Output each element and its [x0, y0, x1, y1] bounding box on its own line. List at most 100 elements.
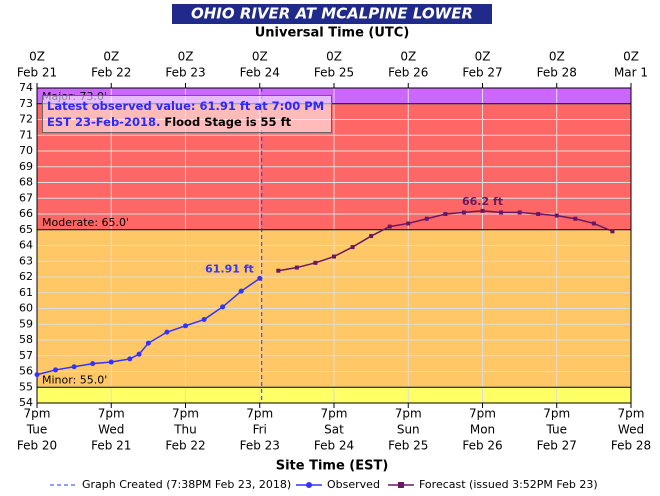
x-tick-label: Feb 28: [611, 439, 651, 453]
y-tick-label: 61: [19, 286, 33, 299]
x-tick-label: Mon: [470, 423, 495, 437]
point: [90, 361, 96, 367]
x2-tick-label: 0Z: [326, 50, 342, 64]
x2-tick-label: Feb 21: [17, 66, 57, 80]
legend-marker: [398, 482, 404, 488]
x-tick-label: Thu: [173, 423, 197, 437]
point: [332, 254, 336, 259]
x-tick-label: 7pm: [543, 407, 570, 421]
point: [350, 245, 355, 250]
legend-label: Observed: [327, 478, 380, 491]
point: [424, 216, 429, 221]
y-tick-label: 65: [19, 223, 33, 236]
x-tick-label: Feb 25: [388, 439, 428, 453]
point: [387, 224, 392, 229]
y-tick-label: 57: [19, 349, 33, 362]
point: [443, 212, 448, 216]
x2-tick-label: Feb 23: [165, 66, 205, 80]
point: [554, 213, 559, 218]
value-label: 66.2 ft: [462, 195, 503, 208]
note-flood: Flood Stage is 55 ft: [164, 115, 292, 129]
point: [480, 208, 485, 213]
y-tick-label: 63: [19, 254, 33, 267]
x-tick-label: 7pm: [618, 407, 645, 421]
legend-label: Forecast (issued 3:52PM Feb 23): [419, 478, 598, 491]
series-line: [36, 277, 261, 376]
y-tick-label: 67: [19, 191, 33, 204]
x-tick-label: Tue: [26, 423, 48, 437]
point: [108, 359, 114, 365]
y-tick-label: 66: [19, 207, 33, 220]
value-label: 61.91 ft: [205, 262, 254, 275]
plot-border: [36, 87, 632, 404]
x2-tick-label: 0Z: [623, 50, 639, 64]
point: [257, 275, 263, 281]
point: [573, 216, 578, 221]
point: [220, 304, 226, 310]
x-tick-label: Wed: [98, 423, 124, 437]
y-tick-label: 74: [19, 81, 33, 94]
y-tick-label: 55: [19, 380, 33, 393]
x2-tick-label: 0Z: [29, 50, 45, 64]
point: [536, 212, 541, 216]
y-tick-label: 64: [19, 239, 33, 252]
x-tick-label: 7pm: [321, 407, 348, 421]
point: [145, 340, 151, 346]
point: [127, 356, 133, 362]
legend-label: Graph Created (7:38PM Feb 23, 2018): [82, 478, 291, 491]
point: [499, 210, 504, 215]
x2-tick-label: Feb 24: [240, 66, 280, 80]
x-tick-label: Fri: [253, 423, 267, 437]
x2-tick-label: Feb 25: [314, 66, 354, 80]
x2-tick-label: 0Z: [549, 50, 565, 64]
x2-axis-title: Universal Time (UTC): [255, 26, 410, 41]
plot: 54 55 56 57 58 59 60 61 62 63 64 65 66 67 68 69 70 71 72 73…: [17, 50, 651, 453]
x2-tick-label: 0Z: [178, 50, 194, 64]
point: [183, 323, 188, 329]
point: [406, 221, 411, 226]
x-tick-label: 7pm: [395, 407, 422, 421]
point: [53, 367, 59, 373]
x2-tick-label: Feb 27: [462, 66, 502, 80]
flood-label: Minor: 55.0': [42, 373, 107, 386]
x-tick-label: Feb 20: [17, 439, 57, 453]
point: [276, 268, 281, 273]
x-tick-label: Sun: [397, 423, 420, 437]
x2-tick-label: Mar 1: [614, 66, 648, 80]
x2-tick-label: 0Z: [475, 50, 491, 64]
y-tick-label: 72: [19, 113, 33, 126]
point: [136, 351, 142, 357]
x2-tick-label: Feb 26: [388, 66, 428, 80]
chart-title: OHIO RIVER AT MCALPINE LOWER: [191, 5, 473, 23]
x-tick-label: 7pm: [469, 407, 496, 421]
x-tick-label: Sat: [324, 423, 344, 437]
y-tick-label: 69: [19, 160, 33, 173]
y-tick-label: 62: [19, 270, 33, 283]
y-tick-label: 58: [19, 333, 33, 346]
x-tick-label: Feb 27: [537, 439, 577, 453]
y-tick-label: 70: [19, 144, 33, 157]
x2-tick-label: 0Z: [400, 50, 416, 64]
x-tick-label: Wed: [618, 423, 644, 437]
point: [294, 265, 299, 270]
x2-tick-label: Feb 22: [91, 66, 131, 80]
point: [238, 288, 244, 294]
y-tick-label: 60: [19, 302, 33, 315]
x2-tick-label: 0Z: [252, 50, 268, 64]
x-tick-label: 7pm: [246, 407, 273, 421]
title-bar: [172, 4, 492, 24]
point: [461, 210, 466, 215]
point: [164, 329, 170, 335]
x-tick-label: Feb 24: [314, 439, 354, 453]
point: [71, 364, 77, 370]
latest-observed-note: Latest observed value: 61.91 ft at 7:00 …: [42, 95, 332, 133]
point: [34, 372, 40, 378]
y-tick-label: 54: [19, 396, 33, 409]
x-tick-label: 7pm: [98, 407, 125, 421]
flood-label: Moderate: 65.0': [42, 216, 129, 229]
y-tick-label: 73: [19, 97, 33, 110]
x-tick-label: Tue: [546, 423, 568, 437]
point: [201, 317, 207, 323]
